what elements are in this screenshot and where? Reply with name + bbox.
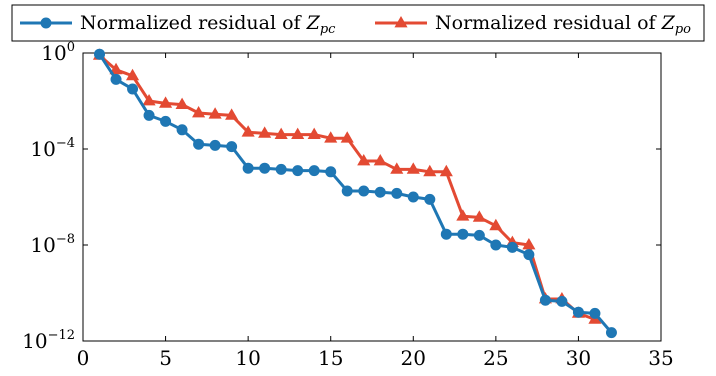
legend-box <box>11 4 705 42</box>
data-point <box>374 186 386 198</box>
data-point <box>225 108 239 120</box>
x-tick-label: 25 <box>483 346 508 370</box>
series-line <box>98 53 613 334</box>
data-point <box>291 127 305 139</box>
legend-label: Normalized residual of Zpo <box>435 12 691 37</box>
data-point <box>506 241 518 253</box>
data-point <box>473 229 485 241</box>
y-tick-label: 10−12 <box>22 328 75 353</box>
y-tick-label: 10−8 <box>30 232 75 257</box>
data-point <box>94 48 106 60</box>
series-layer <box>92 48 617 339</box>
data-point <box>176 124 188 136</box>
data-point <box>241 125 255 137</box>
data-point <box>440 228 452 240</box>
data-point <box>324 131 338 143</box>
data-point <box>357 153 371 166</box>
x-tick-label: 15 <box>318 346 343 370</box>
x-tick-label: 10 <box>235 346 260 370</box>
data-point <box>242 162 254 174</box>
data-point <box>572 306 584 318</box>
data-point <box>539 294 551 306</box>
data-point <box>456 209 470 221</box>
data-point <box>292 165 304 177</box>
data-point <box>142 93 156 106</box>
data-point <box>523 249 535 261</box>
legend-label: Normalized residual of Zpc <box>80 12 336 37</box>
data-point <box>193 138 205 150</box>
x-tick-label: 0 <box>77 346 90 370</box>
y-tick-label: 100 <box>41 40 75 65</box>
data-point <box>605 327 617 339</box>
data-point <box>143 109 155 121</box>
series-pc <box>94 48 617 339</box>
data-point <box>159 96 173 108</box>
data-point <box>340 131 354 143</box>
data-point <box>490 239 502 251</box>
y-tick-label: 10−4 <box>30 136 75 161</box>
data-point <box>40 17 52 29</box>
x-tick-label: 30 <box>566 346 591 370</box>
data-point <box>406 162 420 174</box>
data-point <box>390 162 404 174</box>
legend-item-pc: Normalized residual of Zpc <box>20 12 336 37</box>
data-point <box>110 73 122 85</box>
data-point <box>407 191 419 203</box>
data-point <box>423 164 437 177</box>
data-point <box>259 162 271 174</box>
data-point <box>109 62 123 75</box>
data-point <box>208 107 222 119</box>
data-point <box>127 83 139 95</box>
data-point <box>489 218 503 231</box>
data-point <box>274 127 288 139</box>
data-point <box>472 210 486 222</box>
data-point <box>275 163 287 175</box>
data-point <box>209 139 221 151</box>
data-point <box>522 237 536 250</box>
data-point <box>307 127 321 139</box>
x-tick-label: 5 <box>159 346 172 370</box>
data-point <box>394 15 408 28</box>
data-point <box>125 68 140 81</box>
data-point <box>258 126 272 138</box>
data-point <box>391 187 403 199</box>
data-point <box>373 153 387 166</box>
data-point <box>457 228 469 240</box>
x-tick-label: 35 <box>648 346 673 370</box>
data-point <box>192 105 206 118</box>
data-point <box>226 141 238 153</box>
data-point <box>439 164 453 177</box>
axes: 0 5 10 15 20 25 30 35 100 10−4 10−8 10−12 <box>22 40 674 370</box>
data-point <box>358 185 370 197</box>
data-point <box>589 307 601 319</box>
data-point <box>325 166 337 178</box>
legend: Normalized residual of Zpc Normalized res… <box>11 4 705 42</box>
data-point <box>424 193 436 205</box>
x-tick-label: 20 <box>401 346 426 370</box>
data-point <box>160 115 172 127</box>
data-point <box>175 97 189 109</box>
data-point <box>556 295 568 307</box>
plot-frame <box>82 52 662 342</box>
data-point <box>308 165 320 177</box>
data-point <box>341 185 353 197</box>
legend-item-po: Normalized residual of Zpo <box>375 12 691 37</box>
